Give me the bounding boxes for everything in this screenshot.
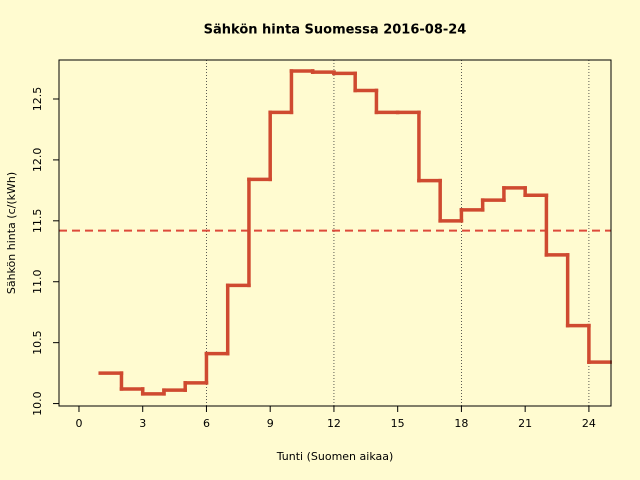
x-tick-label: 12 bbox=[327, 417, 341, 430]
x-tick-label: 21 bbox=[518, 417, 532, 430]
y-tick-label: 10.5 bbox=[31, 330, 44, 355]
y-tick-label: 10.0 bbox=[31, 391, 44, 416]
x-tick-label: 0 bbox=[75, 417, 82, 430]
x-tick-label: 9 bbox=[267, 417, 274, 430]
x-tick-label: 24 bbox=[582, 417, 596, 430]
y-axis-label: Sähkön hinta (c/(kWh) bbox=[5, 172, 18, 294]
x-axis-label: Tunti (Suomen aikaa) bbox=[276, 450, 394, 463]
y-tick-label: 12.0 bbox=[31, 148, 44, 173]
chart-title: Sähkön hinta Suomessa 2016-08-24 bbox=[204, 23, 467, 38]
y-tick-label: 12.5 bbox=[31, 87, 44, 112]
y-tick-label: 11.5 bbox=[31, 209, 44, 234]
plot-frame bbox=[58, 59, 612, 407]
y-tick-label: 11.0 bbox=[31, 269, 44, 294]
x-tick-label: 18 bbox=[454, 417, 468, 430]
x-tick-label: 15 bbox=[391, 417, 405, 430]
x-tick-label: 6 bbox=[203, 417, 210, 430]
x-tick-label: 3 bbox=[139, 417, 146, 430]
